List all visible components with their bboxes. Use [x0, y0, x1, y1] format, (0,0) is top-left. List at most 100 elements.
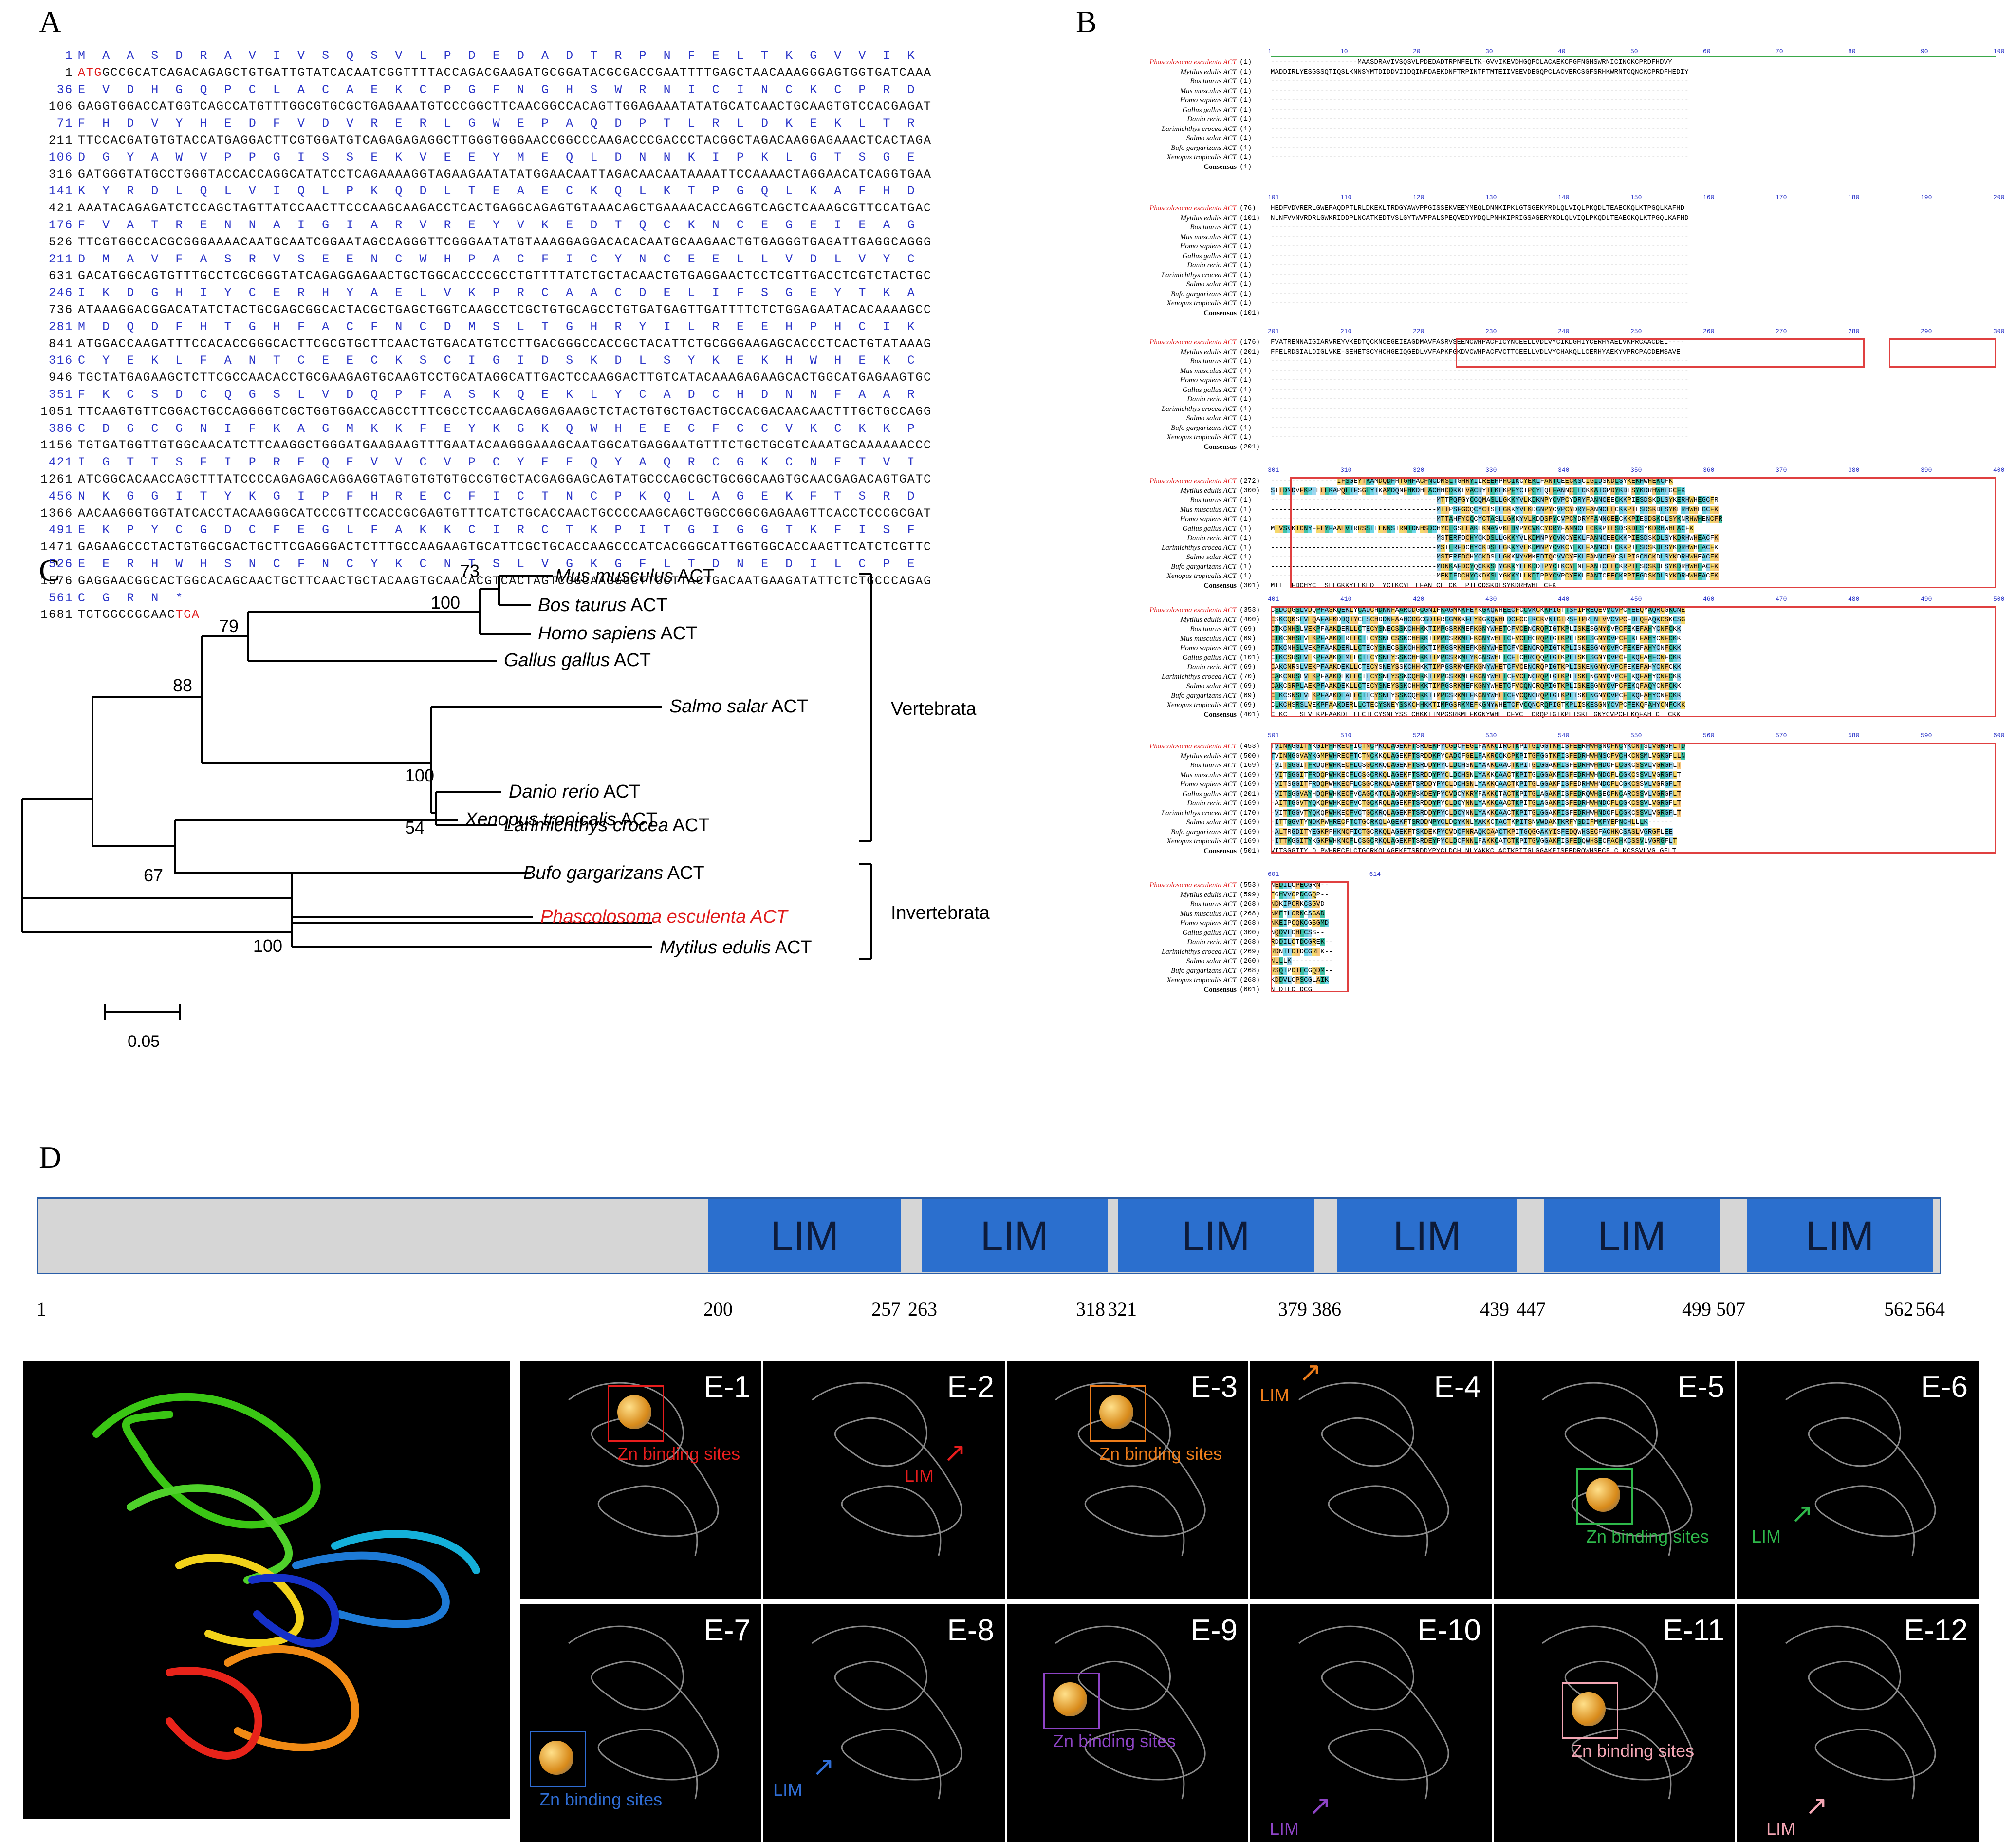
residue: L	[1349, 663, 1354, 671]
residue: -	[1370, 534, 1374, 542]
residue: K	[1490, 762, 1495, 769]
residue: N	[1382, 691, 1387, 700]
residue: V	[1606, 606, 1611, 614]
line-number: 1051	[40, 404, 73, 419]
residue: K	[1337, 790, 1341, 798]
residue: -	[1320, 543, 1325, 552]
residue: W	[1490, 691, 1495, 700]
residue: I	[1561, 743, 1565, 750]
alignment-offset: (1)	[1239, 357, 1252, 365]
arrow-icon: ↗	[1805, 1790, 1828, 1821]
residue: -	[1341, 505, 1346, 514]
backbone-wireframe	[1785, 1625, 1936, 1800]
backbone-wireframe	[1542, 1625, 1693, 1800]
residue: V	[1652, 771, 1656, 779]
residue: G	[1664, 762, 1669, 769]
residue: N	[1382, 644, 1387, 652]
residue: I	[1432, 644, 1437, 652]
residue: E	[1428, 790, 1433, 798]
residue: I	[1498, 743, 1503, 750]
residue: N	[1428, 606, 1433, 614]
residue: K	[1312, 663, 1316, 671]
residue: F	[1610, 800, 1615, 807]
residue: -	[1660, 819, 1665, 826]
residue: H	[1594, 790, 1598, 798]
residue: P	[1320, 701, 1325, 709]
residue: A	[1623, 790, 1628, 798]
residue: H	[1698, 515, 1702, 523]
residue: W	[1577, 828, 1582, 836]
residue: C	[1271, 644, 1275, 652]
nucleotide-line: 631 GACATGGCAGTGTTTGCCTCGCGGGTATCAGAGGAGA…	[39, 269, 932, 283]
alignment-ruler-number: 190	[1921, 194, 1932, 201]
residue: T	[1411, 781, 1416, 788]
residue: R	[1345, 644, 1350, 652]
residue: Y	[1548, 505, 1553, 514]
zn-site-highlight-box	[1576, 1468, 1633, 1525]
residue: -	[1287, 515, 1292, 523]
residue: K	[1420, 682, 1424, 690]
residue: C	[1494, 781, 1499, 788]
residue: P	[1614, 663, 1619, 671]
residue: K	[1403, 663, 1408, 671]
residue: V	[1519, 496, 1524, 504]
residue: -	[1424, 534, 1428, 542]
residue: P	[1436, 809, 1441, 817]
residue: -	[1275, 534, 1279, 542]
alignment-ruler-number: 10	[1340, 48, 1348, 55]
backbone-trace	[1298, 1625, 1449, 1800]
residue: D	[1428, 800, 1433, 807]
alignment-sequence: MADDIRLYESGSSQTIQSLKNNSYMTDIDDVIIDQINFDA…	[1271, 68, 1689, 76]
residue: G	[1291, 606, 1296, 614]
residue: E	[1627, 682, 1631, 690]
residue: -	[1271, 543, 1275, 552]
amino-acid-line: 71 F H D V Y H E D F V D V R E R L G W E …	[39, 116, 915, 130]
residue: E	[1308, 682, 1313, 690]
alignment-species-name: Mytilus edulis ACT	[1180, 486, 1237, 495]
residue: C	[1523, 606, 1528, 614]
residue: K	[1627, 809, 1631, 817]
residue: W	[1490, 634, 1495, 643]
residue: I	[1573, 672, 1578, 681]
panel-label-c: C	[39, 553, 60, 588]
residue: N	[1469, 771, 1474, 779]
residue: L	[1581, 562, 1586, 571]
residue: S	[1287, 781, 1292, 788]
residue: G	[1532, 743, 1536, 750]
sequence-text: ATGGACCAAGATTTCCACACCGGGCACTTCGCGTGCTTCA…	[78, 336, 932, 351]
residue: W	[1590, 743, 1594, 750]
residue: A	[1324, 606, 1329, 614]
residue: G	[1308, 919, 1313, 927]
residue: G	[1469, 743, 1474, 750]
residue: E	[1312, 828, 1316, 836]
residue: L	[1494, 562, 1499, 571]
residue: Y	[1523, 477, 1528, 485]
residue: T	[1527, 800, 1532, 807]
residue: H	[1594, 762, 1598, 769]
residue: -	[1411, 534, 1416, 542]
residue: S	[1635, 800, 1640, 807]
residue: N	[1644, 553, 1648, 561]
alignment-ruler-number: 1	[1268, 48, 1272, 55]
residue: E	[1586, 691, 1590, 700]
residue: W	[1490, 672, 1495, 681]
residue: L	[1527, 515, 1532, 523]
residue: Y	[1515, 534, 1519, 542]
residue: K	[1374, 809, 1379, 817]
residue: G	[1652, 828, 1656, 836]
residue: E	[1573, 837, 1578, 845]
residue: -	[1341, 496, 1346, 504]
alignment-species-name: Gallus gallus ACT	[1182, 929, 1237, 937]
residue: C	[1623, 615, 1628, 624]
residue: Y	[1461, 809, 1466, 817]
residue: K	[1378, 743, 1383, 750]
alignment-sequence: -VITSGGITFRDQPWHKECFLCSGCRKQLAGEKFTSRDDY…	[1271, 781, 1996, 788]
residue: K	[1561, 672, 1565, 681]
residue: E	[1590, 701, 1594, 709]
residue: D	[1275, 976, 1279, 984]
residue: Q	[1382, 771, 1387, 779]
alignment-sequence: RSQIPCTECGQDM--	[1271, 967, 1996, 975]
residue: Y	[1644, 606, 1648, 614]
residue: C	[1283, 663, 1288, 671]
residue: C	[1519, 625, 1524, 633]
